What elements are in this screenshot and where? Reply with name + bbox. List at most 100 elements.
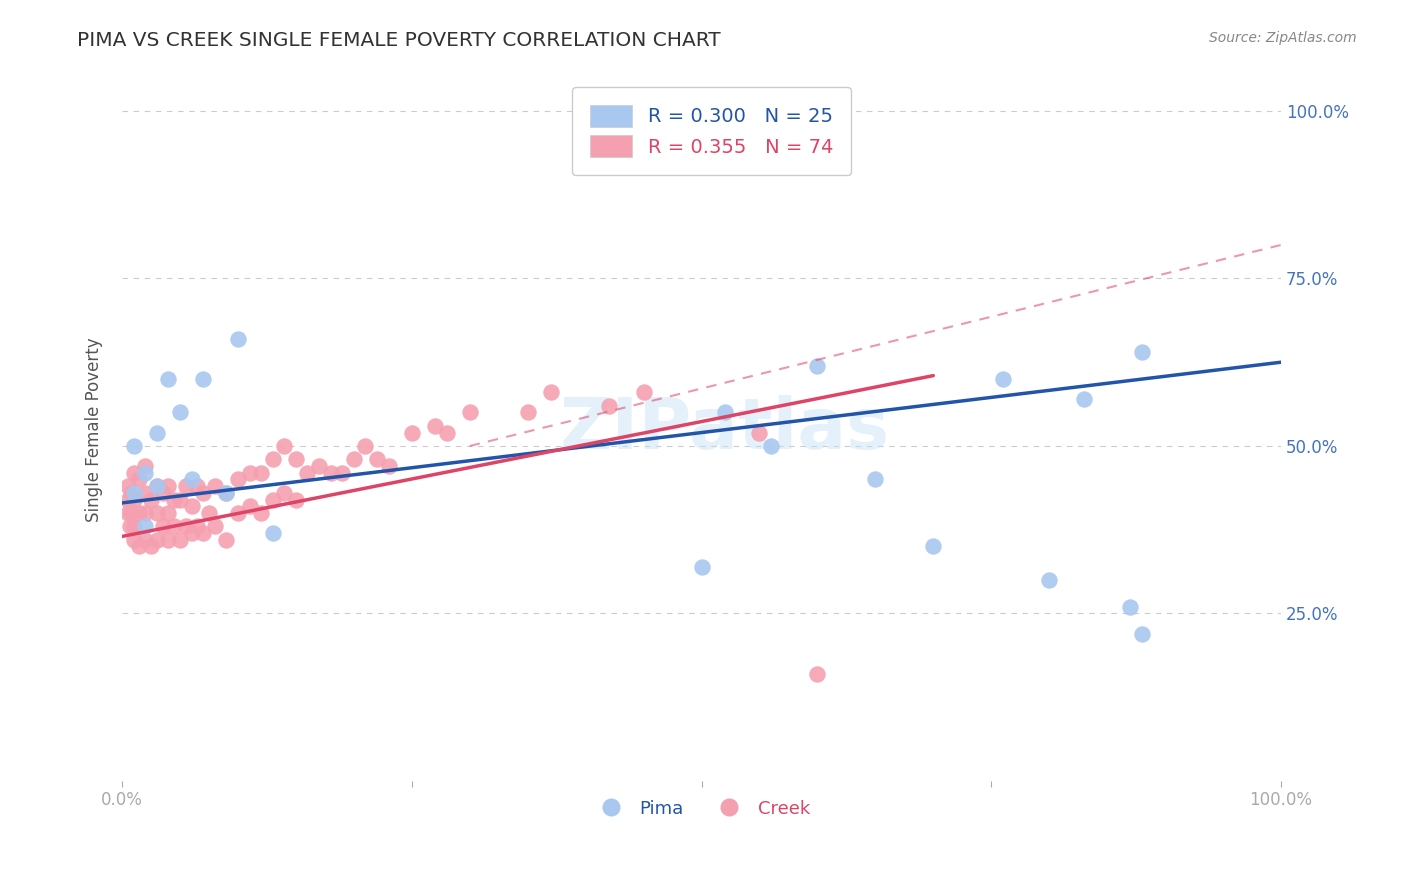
Point [540, 385, 562, 400]
Point [262, 526, 284, 541]
Point [401, 425, 423, 440]
Point [215, 486, 238, 500]
Point [134, 506, 156, 520]
Point [122, 533, 145, 547]
Point [806, 359, 828, 373]
Point [204, 479, 226, 493]
Legend: Pima, Creek: Pima, Creek [585, 792, 817, 825]
Point [436, 425, 458, 440]
Point [377, 459, 399, 474]
Point [226, 506, 249, 520]
Point [204, 519, 226, 533]
Point [122, 519, 145, 533]
Point [215, 486, 238, 500]
Point [759, 439, 782, 453]
Point [186, 479, 208, 493]
Point [366, 452, 388, 467]
Point [169, 533, 191, 547]
Point [163, 492, 186, 507]
Point [690, 559, 713, 574]
Point [128, 473, 150, 487]
Point [157, 479, 180, 493]
Point [1119, 599, 1142, 614]
Point [198, 506, 221, 520]
Point [174, 479, 197, 493]
Point [120, 506, 142, 520]
Point [598, 399, 620, 413]
Point [273, 486, 295, 500]
Point [308, 459, 330, 474]
Point [262, 492, 284, 507]
Point [633, 385, 655, 400]
Point [1130, 626, 1153, 640]
Point [215, 533, 238, 547]
Point [1073, 392, 1095, 406]
Point [806, 666, 828, 681]
Point [122, 486, 145, 500]
Point [117, 479, 139, 493]
Point [516, 405, 538, 419]
Point [284, 492, 307, 507]
Point [146, 506, 169, 520]
Point [117, 506, 139, 520]
Point [122, 492, 145, 507]
Text: PIMA VS CREEK SINGLE FEMALE POVERTY CORRELATION CHART: PIMA VS CREEK SINGLE FEMALE POVERTY CORR… [77, 31, 721, 50]
Point [146, 479, 169, 493]
Point [193, 372, 215, 386]
Point [134, 486, 156, 500]
Y-axis label: Single Female Poverty: Single Female Poverty [86, 337, 103, 522]
Point [180, 526, 202, 541]
Point [146, 479, 169, 493]
Point [713, 405, 735, 419]
Point [748, 425, 770, 440]
Point [157, 506, 180, 520]
Point [193, 526, 215, 541]
Point [186, 519, 208, 533]
Point [146, 425, 169, 440]
Point [139, 540, 162, 554]
Point [250, 506, 273, 520]
Point [238, 466, 260, 480]
Point [128, 540, 150, 554]
Point [180, 500, 202, 514]
Point [174, 519, 197, 533]
Point [273, 439, 295, 453]
Point [152, 486, 174, 500]
Point [180, 473, 202, 487]
Point [262, 452, 284, 467]
Text: ZIPatlas: ZIPatlas [560, 395, 890, 464]
Point [354, 439, 377, 453]
Point [128, 506, 150, 520]
Point [319, 466, 342, 480]
Point [193, 486, 215, 500]
Point [330, 466, 353, 480]
Point [120, 486, 142, 500]
Point [134, 533, 156, 547]
Point [423, 418, 446, 433]
Point [297, 466, 319, 480]
Point [238, 500, 260, 514]
Point [343, 452, 366, 467]
Point [922, 540, 945, 554]
Point [146, 533, 169, 547]
Point [134, 459, 156, 474]
Point [157, 372, 180, 386]
Point [1038, 573, 1060, 587]
Point [120, 519, 142, 533]
Point [991, 372, 1014, 386]
Point [226, 473, 249, 487]
Point [250, 466, 273, 480]
Point [134, 466, 156, 480]
Point [865, 473, 887, 487]
Point [226, 332, 249, 346]
Text: Source: ZipAtlas.com: Source: ZipAtlas.com [1209, 31, 1357, 45]
Point [122, 439, 145, 453]
Point [169, 405, 191, 419]
Point [139, 492, 162, 507]
Point [134, 519, 156, 533]
Point [1130, 345, 1153, 359]
Point [122, 466, 145, 480]
Point [169, 492, 191, 507]
Point [458, 405, 481, 419]
Point [117, 492, 139, 507]
